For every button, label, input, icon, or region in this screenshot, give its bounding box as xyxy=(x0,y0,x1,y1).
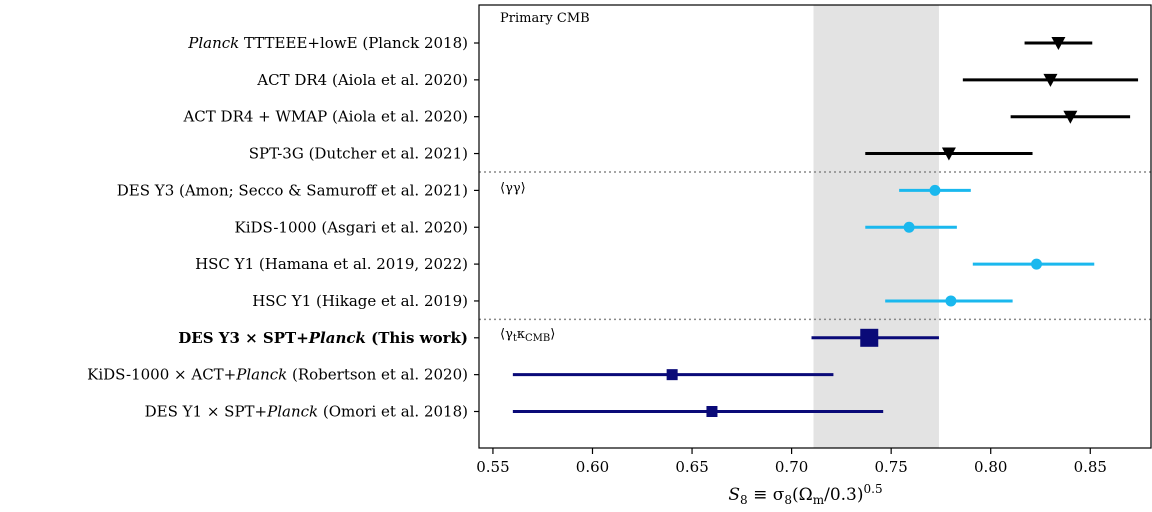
row-label: DES Y1 × SPT+Planck (Omori et al. 2018) xyxy=(145,403,468,421)
x-tick-label: 0.75 xyxy=(874,458,907,476)
row-label: HSC Y1 (Hikage et al. 2019) xyxy=(252,292,468,310)
data-point xyxy=(706,406,718,417)
data-point xyxy=(941,147,956,161)
x-axis: 0.55 0.60 0.65 0.70 0.75 0.80 0.85 xyxy=(476,448,1107,476)
row-labels: Planck TTTEEE+lowE (Planck 2018) ACT DR4 … xyxy=(87,34,479,421)
data-point xyxy=(1051,37,1066,50)
data-point xyxy=(1043,73,1058,87)
data-point xyxy=(1063,110,1078,124)
data-point xyxy=(860,328,879,347)
data-point xyxy=(945,295,957,307)
x-tick-label: 0.60 xyxy=(576,458,609,476)
data-point xyxy=(1031,258,1043,270)
x-tick-label: 0.80 xyxy=(974,458,1007,476)
x-tick-label: 0.55 xyxy=(476,458,509,476)
x-axis-label: S8 ≡ σ8(Ωm/0.3)0.5 xyxy=(728,482,882,507)
data-point xyxy=(929,184,941,196)
x-tick-label: 0.65 xyxy=(675,458,708,476)
row-label: KiDS-1000 × ACT+Planck (Robertson et al.… xyxy=(87,366,468,384)
plot-frame xyxy=(478,4,1152,449)
data-marks xyxy=(512,37,1139,417)
row-label: ACT DR4 + WMAP (Aiola et al. 2020) xyxy=(182,108,468,126)
group-label-shear: ⟨γγ⟩ xyxy=(500,181,526,196)
row-label: SPT-3G (Dutcher et al. 2021) xyxy=(249,145,468,163)
row-label: ACT DR4 (Aiola et al. 2020) xyxy=(256,71,468,89)
row-label: KiDS-1000 (Asgari et al. 2020) xyxy=(234,218,468,236)
row-label: DES Y3 × SPT+Planck (This work) xyxy=(178,329,468,347)
data-point xyxy=(903,221,915,233)
row-label: Planck TTTEEE+lowE (Planck 2018) xyxy=(187,34,468,52)
x-tick-label: 0.70 xyxy=(775,458,808,476)
x-tick-label: 0.85 xyxy=(1074,458,1107,476)
row-label: HSC Y1 (Hamana et al. 2019, 2022) xyxy=(195,255,468,273)
data-point xyxy=(666,369,678,381)
group-label-cross: ⟨γtκCMB⟩ xyxy=(500,327,555,344)
group-label-primary-cmb: Primary CMB xyxy=(500,11,590,26)
row-label: DES Y3 (Amon; Secco & Samuroff et al. 20… xyxy=(117,181,468,199)
